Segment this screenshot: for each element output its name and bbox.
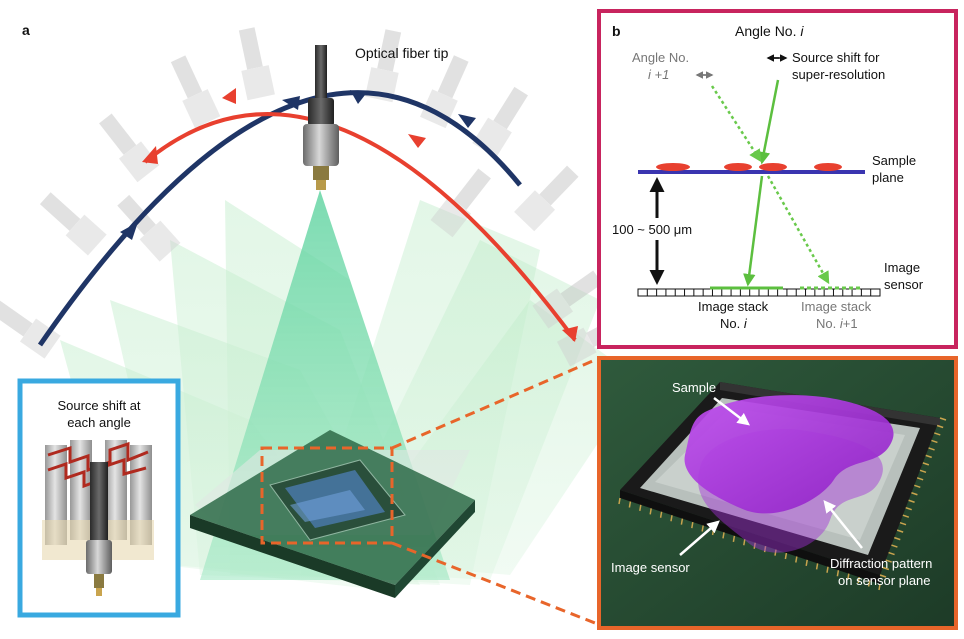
angle-next-line2: i +1 [648, 67, 669, 82]
panel-b: b Angle No. i Angle No. i +1 Source shif… [597, 9, 958, 349]
inset-line2: each angle [67, 415, 131, 430]
diffraction-line2: on sensor plane [838, 573, 931, 588]
panel-c: Sample Image sensor Diffraction pattern … [597, 356, 958, 630]
angle-i-label: Angle No. i [735, 23, 804, 39]
zoom-line-bottom [391, 541, 601, 627]
distance-label: 100 ~ 500 μm [612, 222, 692, 237]
image-sensor-strip [637, 288, 881, 297]
shift-line1: Source shift for [792, 50, 880, 65]
fiber-array-icon [42, 440, 154, 596]
stack-next-line2: No. i+1 [816, 316, 858, 331]
blue-arc [37, 90, 522, 347]
inset-line1: Source shift at [57, 398, 140, 413]
ghost-fiber-units [0, 27, 630, 367]
inset-source-shift: Source shift at each angle [17, 378, 181, 618]
image-sensor-line1: Image [884, 260, 920, 275]
ray-angle-i-out [743, 175, 764, 287]
sample-label: Sample [672, 380, 716, 395]
sample-plane-line1: Sample [872, 153, 916, 168]
zoom-line-top [391, 358, 596, 450]
shift-line2: super-resolution [792, 67, 885, 82]
ray-angle-next-in [710, 85, 762, 163]
diffraction-arrow [823, 500, 863, 549]
image-sensor-arrow [679, 520, 720, 556]
angle-next-line1: Angle No. [632, 50, 689, 65]
fiber-tip-label: Optical fiber tip [355, 45, 449, 61]
stack-i-line2: No. i [720, 316, 748, 331]
chip-pins [618, 417, 947, 591]
red-arc [142, 88, 578, 342]
panel-a-label: a [22, 22, 30, 38]
image-sensor-line2: sensor [884, 277, 924, 292]
ray-angle-next-out [766, 175, 830, 285]
panel-a: a [0, 22, 640, 627]
stack-i-line1: Image stack [698, 299, 769, 314]
diffraction-line1: Diffraction pattern [830, 556, 932, 571]
panel-b-label: b [612, 23, 621, 39]
sample-particles [656, 163, 842, 171]
sample-plane-line2: plane [872, 170, 904, 185]
sample-arrow [713, 397, 750, 426]
sensor-board [190, 430, 475, 598]
stack-next-line1: Image stack [801, 299, 872, 314]
image-sensor-label: Image sensor [611, 560, 690, 575]
zoom-region [260, 446, 394, 545]
optical-fiber-icon [303, 45, 339, 190]
ray-angle-i-in [757, 79, 780, 165]
